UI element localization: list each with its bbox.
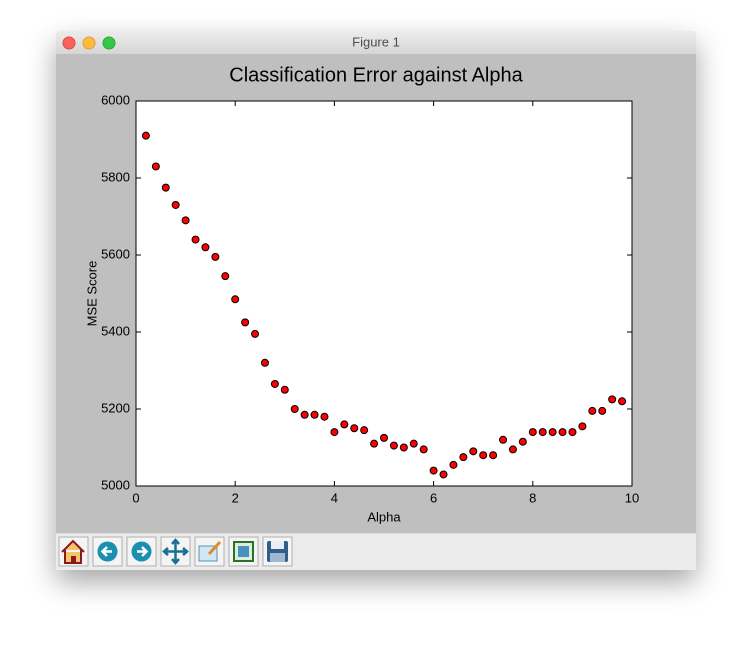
point	[370, 439, 379, 448]
point	[280, 385, 289, 394]
point	[310, 410, 319, 419]
y-tick-label: 5000	[101, 477, 130, 492]
point	[469, 447, 478, 456]
pan-button[interactable]	[160, 536, 191, 567]
point	[419, 445, 428, 454]
x-tick-label: 6	[430, 490, 437, 505]
point	[508, 445, 517, 454]
point	[439, 470, 448, 479]
home-button[interactable]	[58, 536, 89, 567]
point	[429, 466, 438, 475]
y-tick-label: 5600	[101, 246, 130, 261]
point	[459, 453, 468, 462]
point	[171, 200, 180, 209]
point	[360, 426, 369, 435]
point	[578, 422, 587, 431]
point	[618, 397, 627, 406]
point	[489, 451, 498, 460]
plot-area	[136, 101, 632, 486]
point	[270, 379, 279, 388]
configure-button[interactable]	[194, 536, 225, 567]
x-axis-label: Alpha	[367, 509, 401, 524]
y-tick-label: 5200	[101, 400, 130, 415]
point	[141, 131, 150, 140]
point	[191, 235, 200, 244]
point	[181, 216, 190, 225]
x-tick-label: 10	[625, 490, 639, 505]
close-button[interactable]	[62, 36, 76, 50]
point	[260, 358, 269, 367]
subplots-button[interactable]	[228, 536, 259, 567]
y-tick-label: 6000	[101, 92, 130, 107]
point	[380, 433, 388, 442]
title-bar	[56, 31, 696, 54]
minimize-button[interactable]	[82, 36, 96, 50]
point	[399, 443, 408, 452]
point	[290, 405, 299, 413]
x-tick-label: 0	[132, 490, 139, 505]
point	[161, 183, 170, 192]
point	[330, 428, 339, 437]
point	[151, 162, 160, 171]
window-title: Figure 1	[352, 34, 400, 49]
x-tick-label: 8	[529, 490, 536, 505]
point	[538, 428, 547, 437]
point	[528, 428, 537, 437]
point	[300, 410, 309, 419]
plot-frame	[135, 100, 633, 487]
point	[409, 439, 418, 448]
x-tick-label: 4	[331, 490, 338, 505]
save-button[interactable]	[262, 536, 293, 567]
zoom-button[interactable]	[102, 36, 116, 50]
chart-title: Classification Error against Alpha	[229, 64, 523, 86]
point	[201, 243, 210, 252]
y-tick-label: 5800	[101, 169, 130, 184]
point	[211, 252, 220, 261]
x-tick-label: 2	[232, 490, 239, 505]
point	[449, 460, 458, 469]
forward-button[interactable]	[126, 536, 157, 567]
point	[588, 406, 597, 415]
point	[389, 441, 398, 450]
point	[598, 406, 607, 415]
y-tick-label: 5400	[101, 323, 130, 338]
y-axis-label: MSE Score	[84, 261, 99, 327]
point	[251, 329, 260, 338]
point	[548, 428, 557, 437]
point	[231, 295, 240, 304]
point	[340, 420, 349, 429]
point	[350, 424, 359, 433]
point	[221, 272, 230, 281]
point	[608, 395, 617, 404]
point	[499, 435, 508, 444]
point	[558, 428, 567, 437]
point	[241, 318, 250, 327]
point	[568, 428, 577, 437]
figure: Classification Error against Alpha Alpha…	[84, 64, 639, 524]
back-button[interactable]	[92, 536, 123, 567]
point	[518, 437, 527, 446]
point	[479, 451, 488, 460]
point	[320, 412, 329, 421]
